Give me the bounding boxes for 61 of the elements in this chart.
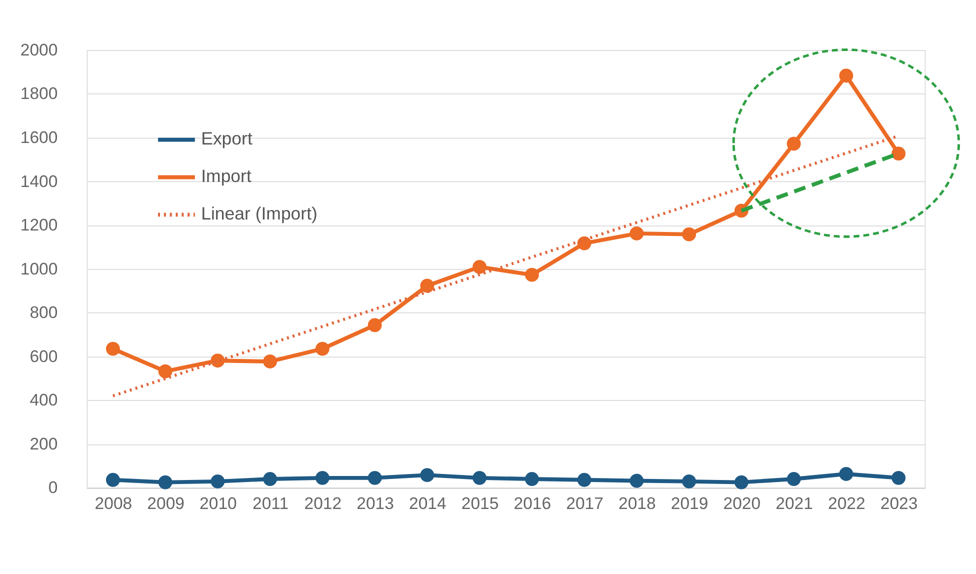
legend-label: Linear (Import) [201, 204, 318, 224]
y-tick-label: 1800 [20, 84, 58, 104]
x-tick-label: 2012 [304, 494, 342, 513]
x-tick-label: 2010 [200, 494, 237, 513]
x-tick-label: 2008 [94, 494, 132, 513]
x-tick-label: 2011 [252, 494, 289, 513]
point [158, 475, 172, 490]
y-tick-label: 0 [48, 478, 58, 498]
point [786, 472, 801, 486]
point [106, 342, 120, 356]
point [577, 472, 592, 487]
x-tick-label: 2022 [828, 494, 866, 513]
y-tick-label: 800 [30, 303, 58, 322]
point [892, 146, 906, 161]
x-tick-label: 2019 [670, 494, 708, 513]
point [315, 342, 330, 356]
legend-label: Import [201, 166, 252, 186]
point [734, 475, 748, 490]
point [630, 474, 644, 488]
point [210, 474, 225, 488]
y-tick-label: 1200 [20, 216, 58, 235]
point [368, 470, 382, 485]
point [472, 260, 487, 274]
point [682, 227, 696, 242]
y-tick-label: 200 [30, 434, 58, 454]
x-tick-label: 2015 [461, 494, 499, 513]
point [158, 364, 172, 378]
x-tick-label: 2016 [514, 494, 552, 513]
point [263, 472, 278, 486]
y-tick-label: 600 [30, 346, 58, 366]
point [210, 354, 225, 368]
x-tick-label: 2023 [880, 494, 918, 513]
y-tick-label: 2000 [20, 40, 58, 60]
x-tick-label: 2013 [356, 494, 394, 513]
y-tick-label: 400 [30, 390, 58, 410]
point [682, 474, 696, 488]
point [839, 68, 854, 83]
x-tick-label: 2018 [618, 494, 656, 513]
legend-label: Export [201, 128, 252, 149]
x-tick-label: 2009 [147, 494, 184, 513]
point [630, 226, 644, 240]
point [263, 354, 278, 368]
point [315, 470, 330, 485]
point [106, 472, 120, 487]
point [892, 470, 906, 485]
y-tick-label: 1000 [20, 259, 58, 278]
point [577, 236, 592, 250]
point [420, 278, 434, 293]
point [368, 318, 382, 332]
y-tick-label: 1600 [20, 128, 58, 148]
x-tick-label: 2021 [776, 494, 813, 513]
point [524, 268, 539, 282]
x-tick-label: 2014 [409, 494, 446, 513]
y-tick-label: 1400 [20, 172, 58, 191]
point [839, 467, 854, 481]
point [420, 468, 434, 482]
point [786, 136, 801, 151]
point [472, 470, 487, 485]
x-tick-label: 2020 [723, 494, 761, 513]
point [524, 472, 539, 486]
x-tick-label: 2017 [566, 494, 604, 513]
